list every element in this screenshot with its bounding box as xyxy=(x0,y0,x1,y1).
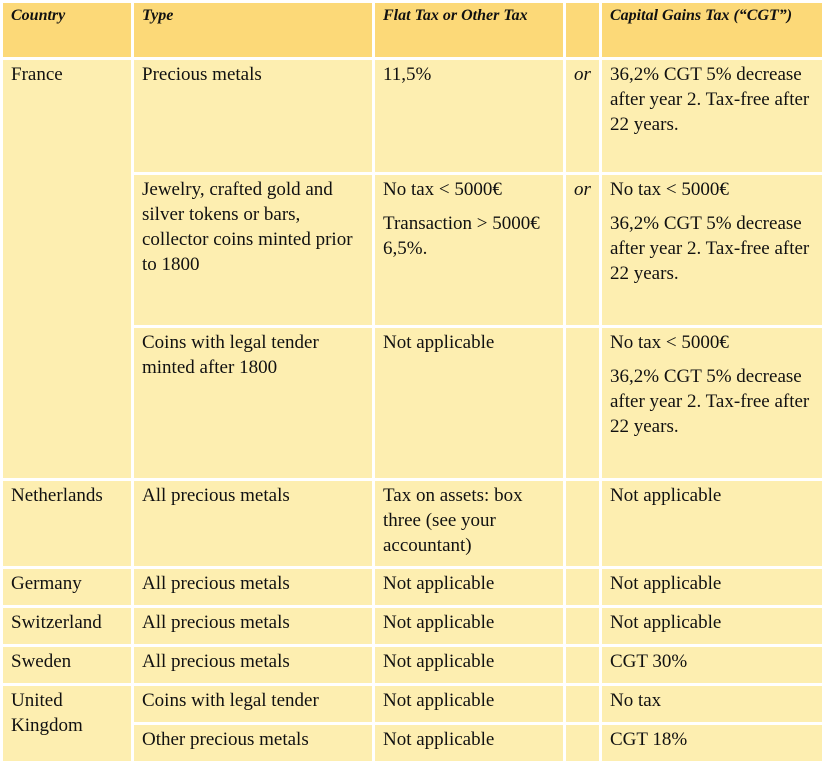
cgt-cell: Not applicable xyxy=(602,481,822,566)
country-cell: Sweden xyxy=(3,647,131,683)
flat-tax-cell: Not applicable xyxy=(375,569,563,605)
header-cgt: Capital Gains Tax (“CGT”) xyxy=(602,3,822,57)
type-cell: Jewelry, crafted gold and silver tokens … xyxy=(134,175,372,325)
flat-tax-cell: No tax < 5000€ Transaction > 5000€ 6,5%. xyxy=(375,175,563,325)
table-row: Other precious metals Not applicable CGT… xyxy=(3,725,822,761)
flat-tax-text: Not applicable xyxy=(383,573,495,594)
type-cell: Precious metals xyxy=(134,60,372,172)
or-cell xyxy=(566,608,599,644)
table-row: Germany All precious metals Not applicab… xyxy=(3,569,822,605)
cgt-text: No tax < 5000€ xyxy=(610,332,729,353)
cgt-cell: CGT 18% xyxy=(602,725,822,761)
flat-tax-text: Not applicable xyxy=(383,612,495,633)
type-cell: Coins with legal tender xyxy=(134,686,372,722)
precious-metals-tax-table: Country Type Flat Tax or Other Tax Capit… xyxy=(3,3,822,761)
cgt-cell: No tax xyxy=(602,686,822,722)
or-cell xyxy=(566,328,599,478)
country-cell: Germany xyxy=(3,569,131,605)
flat-tax-text: 11,5% xyxy=(383,64,432,85)
country-cell: France xyxy=(3,60,131,478)
table-row: Netherlands All precious metals Tax on a… xyxy=(3,481,822,566)
cgt-text: CGT 18% xyxy=(610,729,688,750)
cgt-text: Not applicable xyxy=(610,612,722,633)
flat-tax-text: Transaction > 5000€ 6,5%. xyxy=(383,213,540,259)
cgt-text: 36,2% CGT 5% decrease after year 2. Tax-… xyxy=(610,213,810,284)
flat-tax-cell: Tax on assets: box three (see your accou… xyxy=(375,481,563,566)
cgt-cell: 36,2% CGT 5% decrease after year 2. Tax-… xyxy=(602,60,822,172)
flat-tax-cell: Not applicable xyxy=(375,647,563,683)
flat-tax-cell: Not applicable xyxy=(375,686,563,722)
type-cell: Other precious metals xyxy=(134,725,372,761)
type-cell: All precious metals xyxy=(134,647,372,683)
cgt-text: Not applicable xyxy=(610,573,722,594)
or-cell xyxy=(566,686,599,722)
table-row: France Precious metals 11,5% or 36,2% CG… xyxy=(3,60,822,478)
flat-tax-text: Not applicable xyxy=(383,729,495,750)
flat-tax-cell: Not applicable xyxy=(375,328,563,478)
header-type: Type xyxy=(134,3,372,57)
flat-tax-cell: Not applicable xyxy=(375,725,563,761)
flat-tax-text: Not applicable xyxy=(383,690,495,711)
cgt-cell: CGT 30% xyxy=(602,647,822,683)
cgt-text: 36,2% CGT 5% decrease after year 2. Tax-… xyxy=(610,366,810,437)
cgt-text: No tax < 5000€ xyxy=(610,179,729,200)
type-cell: All precious metals xyxy=(134,569,372,605)
cgt-text: CGT 30% xyxy=(610,651,688,672)
flat-tax-text: Not applicable xyxy=(383,651,495,672)
or-cell xyxy=(566,725,599,761)
header-flat-tax: Flat Tax or Other Tax xyxy=(375,3,563,57)
or-cell xyxy=(566,647,599,683)
type-cell: Coins with legal tender minted after 180… xyxy=(134,328,372,478)
cgt-text: No tax xyxy=(610,690,662,711)
or-cell: or xyxy=(566,60,599,172)
flat-tax-cell: 11,5% xyxy=(375,60,563,172)
cgt-cell: No tax < 5000€ 36,2% CGT 5% decrease aft… xyxy=(602,175,822,325)
cgt-cell: No tax < 5000€ 36,2% CGT 5% decrease aft… xyxy=(602,328,822,478)
table-row: Sweden All precious metals Not applicabl… xyxy=(3,647,822,683)
type-cell: All precious metals xyxy=(134,481,372,566)
table-row: Jewelry, crafted gold and silver tokens … xyxy=(3,175,822,325)
table-row: Switzerland All precious metals Not appl… xyxy=(3,608,822,644)
country-cell: Switzerland xyxy=(3,608,131,644)
country-cell: United Kingdom xyxy=(3,686,131,761)
type-cell: All precious metals xyxy=(134,608,372,644)
flat-tax-cell: Not applicable xyxy=(375,608,563,644)
or-cell xyxy=(566,569,599,605)
or-cell: or xyxy=(566,175,599,325)
header-country: Country xyxy=(3,3,131,57)
header-or xyxy=(566,3,599,57)
cgt-cell: Not applicable xyxy=(602,608,822,644)
or-cell xyxy=(566,481,599,566)
table-row: Coins with legal tender minted after 180… xyxy=(3,328,822,478)
flat-tax-text: Not applicable xyxy=(383,332,495,353)
flat-tax-text: Tax on assets: box three (see your accou… xyxy=(383,485,523,556)
cgt-text: 36,2% CGT 5% decrease after year 2. Tax-… xyxy=(610,64,810,135)
header-row: Country Type Flat Tax or Other Tax Capit… xyxy=(3,3,822,57)
table-row: United Kingdom Coins with legal tender N… xyxy=(3,686,822,761)
cgt-cell: Not applicable xyxy=(602,569,822,605)
cgt-text: Not applicable xyxy=(610,485,722,506)
flat-tax-text: No tax < 5000€ xyxy=(383,179,502,200)
country-cell: Netherlands xyxy=(3,481,131,566)
